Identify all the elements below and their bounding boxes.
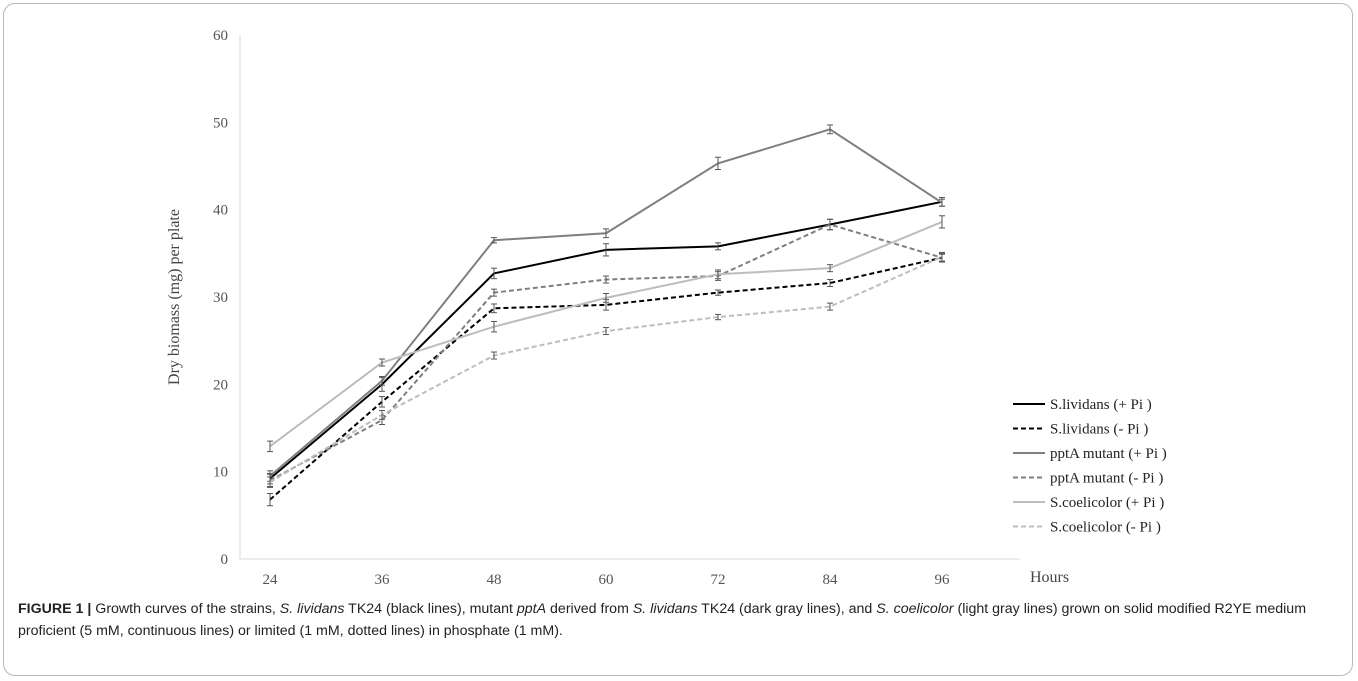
x-tick-label: 72 [711,572,726,588]
caption-text-4: TK24 (dark gray lines), and [697,601,877,617]
y-axis-label: Dry biomass (mg) per plate [166,209,183,385]
caption-text-1: Growth curves of the strains, [91,601,280,617]
chart-series [267,124,945,507]
legend-label: pptA mutant (+ Pi ) [1050,446,1167,462]
figure-caption: FIGURE 1 | Growth curves of the strains,… [18,598,1340,642]
y-tick-label: 50 [213,115,228,131]
series-4 [267,218,945,488]
x-axis-label: Hours [1030,569,1069,586]
legend-label: S.lividans (+ Pi ) [1050,397,1152,413]
x-tick-label: 96 [935,572,951,588]
caption-species-1: S. lividans [279,601,345,617]
chart-legend: S.lividans (+ Pi ) S.lividans (- Pi ) pptA… [1013,397,1167,536]
caption-species-2: S. lividans [632,601,698,617]
y-tick-label: 10 [213,465,228,481]
legend-label: S.lividans (- Pi ) [1050,422,1148,438]
caption-species-3: S. coelicolor [876,601,954,617]
caption-text-3: derived from [546,601,633,617]
caption-text-5: (light gray lines) grown on solid modifi… [18,601,1307,639]
series-1 [267,196,945,485]
x-tick-label: 60 [599,572,614,588]
x-tick-label: 84 [823,572,839,588]
y-tick-label: 30 [213,290,228,306]
y-tick-label: 20 [213,377,228,393]
x-tick-label: 48 [487,572,502,588]
series-line [269,255,943,484]
legend-label: S.coelicolor (+ Pi ) [1050,495,1164,511]
series-6 [267,251,945,488]
y-tick-label: 0 [221,552,229,568]
x-tick-label: 24 [263,572,279,588]
growth-curve-chart: 0 10 20 30 40 50 60 24 36 48 60 72 84 96 Hours Dry biom… [166,28,1167,588]
caption-gene: pptA [516,601,547,617]
chart-axes: 0 10 20 30 40 50 60 24 36 48 60 72 84 96 Hours Dry biom… [166,28,1069,588]
x-tick-label: 36 [375,572,391,588]
y-tick-label: 40 [213,203,228,219]
legend-label: pptA mutant (- Pi ) [1050,471,1163,487]
series-5 [267,215,945,453]
series-2 [267,252,945,507]
legend-label: S.coelicolor (- Pi ) [1050,520,1161,536]
caption-text-2: TK24 (black lines), mutant [344,601,517,617]
figure-frame [3,3,1353,676]
y-tick-label: 60 [213,28,228,44]
caption-label: FIGURE 1 | [18,601,92,617]
